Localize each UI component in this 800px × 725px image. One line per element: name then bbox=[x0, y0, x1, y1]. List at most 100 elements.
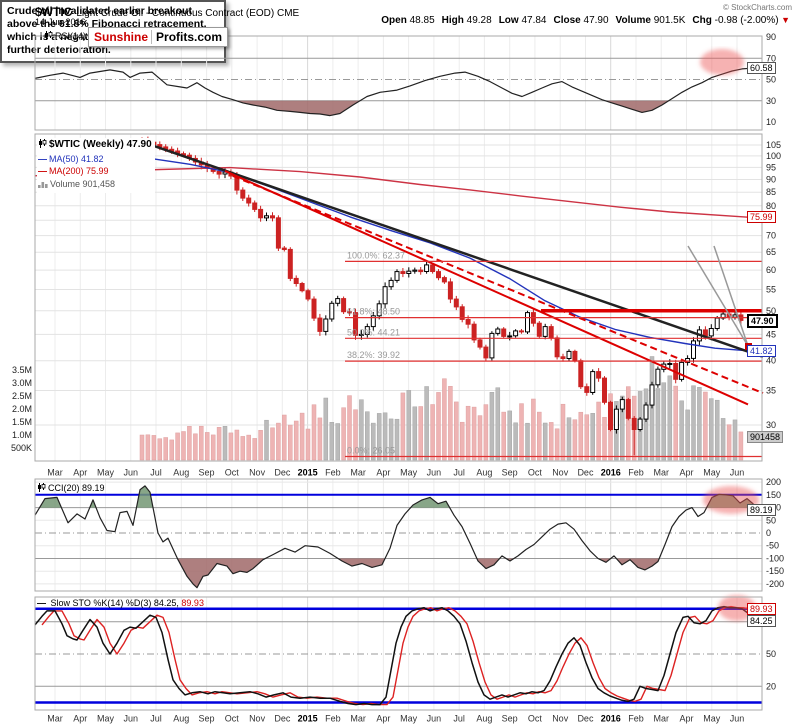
cci-overbought-fill bbox=[39, 497, 62, 508]
cci-tick: 50 bbox=[766, 515, 776, 525]
candle-body bbox=[702, 329, 708, 337]
chart-type-icon bbox=[38, 139, 47, 153]
ohlc-readout: Open 48.85 High 49.28 Low 47.84 Close 47.90… bbox=[374, 15, 790, 26]
sto-legend: — Slow STO %K(14) %D(3) 84.25, 89.93 bbox=[37, 598, 204, 608]
month-label: Dec bbox=[577, 468, 594, 478]
ohlc-label: High bbox=[441, 15, 464, 26]
volume-tick: 500K bbox=[11, 443, 32, 453]
price-tick: 70 bbox=[766, 231, 776, 241]
month-label: May bbox=[97, 468, 115, 478]
price-tick: 105 bbox=[766, 140, 781, 150]
volume-bar bbox=[643, 388, 649, 461]
month-label: Mar bbox=[653, 468, 669, 478]
volume-bar bbox=[525, 422, 530, 461]
candle-body bbox=[240, 189, 246, 199]
volume-bar bbox=[726, 424, 732, 461]
highlight-ellipse-sto bbox=[718, 595, 756, 621]
volume-bar bbox=[264, 419, 269, 461]
candle-body bbox=[252, 202, 258, 210]
candle-body bbox=[281, 247, 287, 251]
rsi-legend-label: RSI(14) 60.58 bbox=[55, 31, 112, 41]
volume-bar bbox=[584, 414, 590, 461]
month-label: Jun bbox=[730, 714, 745, 724]
candle-body bbox=[335, 298, 341, 304]
rsi-line bbox=[34, 67, 751, 117]
candle-body bbox=[436, 271, 441, 279]
volume-bar bbox=[655, 388, 661, 461]
candle-body bbox=[382, 286, 388, 305]
rsi-tick: 70 bbox=[766, 53, 776, 63]
rsi-panel-border bbox=[34, 35, 763, 131]
cci-overbought-fill bbox=[89, 499, 96, 508]
volume-bar bbox=[697, 387, 702, 461]
candle-body bbox=[608, 401, 613, 430]
volume-bar bbox=[590, 413, 595, 461]
volume-icon bbox=[38, 179, 48, 192]
candle-body bbox=[412, 269, 418, 272]
sunshine-profits-logo[interactable]: Sunshine Profits.com bbox=[88, 27, 229, 47]
ma50-line bbox=[141, 156, 749, 352]
volume-bar bbox=[620, 395, 625, 461]
month-label: Dec bbox=[274, 468, 291, 478]
month-label: Jun bbox=[427, 468, 442, 478]
month-label: May bbox=[400, 468, 418, 478]
candle-body bbox=[347, 311, 352, 314]
candle-body bbox=[477, 339, 483, 348]
volume-bar bbox=[163, 437, 168, 461]
volume-bar bbox=[193, 433, 198, 461]
annotation-pointer bbox=[713, 245, 749, 347]
price-tick: 35 bbox=[766, 386, 776, 396]
volume-bar bbox=[282, 414, 287, 461]
candle-body bbox=[655, 368, 661, 386]
sto-legend-k: Slow STO %K(14) %D(3) 84.25, bbox=[50, 598, 179, 608]
change-down-arrow[interactable]: ▼ bbox=[778, 15, 790, 25]
volume-bar bbox=[181, 431, 186, 461]
value-label-sto-d: 89.93 bbox=[747, 603, 776, 615]
volume-bar bbox=[709, 398, 714, 461]
volume-bar bbox=[258, 430, 263, 461]
candle-body bbox=[637, 418, 643, 431]
month-label: Jul bbox=[453, 714, 465, 724]
cci-oversold-fill bbox=[338, 558, 386, 568]
volume-tick: 3.0M bbox=[12, 378, 32, 388]
month-label: May bbox=[703, 714, 721, 724]
cci-tick: 150 bbox=[766, 490, 781, 500]
ohlc-value: 47.84 bbox=[518, 15, 547, 26]
volume-bar bbox=[703, 391, 708, 461]
fib-label: 50.0%: 44.21 bbox=[347, 327, 400, 337]
volume-bar bbox=[305, 428, 311, 461]
candle-body bbox=[631, 417, 637, 430]
volume-bar bbox=[406, 390, 412, 461]
volume-bar bbox=[169, 439, 174, 461]
candle-body bbox=[667, 363, 673, 365]
month-label: May bbox=[97, 714, 115, 724]
value-label-cci-last: 89.19 bbox=[747, 504, 776, 516]
month-label: Mar bbox=[350, 468, 366, 478]
volume-bar bbox=[720, 418, 726, 461]
volume-bar bbox=[204, 432, 210, 461]
price-tick: 60 bbox=[766, 265, 776, 275]
volume-bar bbox=[661, 382, 667, 461]
declining-resistance-solid bbox=[224, 169, 749, 406]
volume-bar bbox=[388, 418, 394, 461]
main-legend: $WTIC (Weekly) 47.90 — MA(50) 41.82 — MA(2… bbox=[37, 138, 155, 193]
month-label: Apr bbox=[679, 468, 693, 478]
volume-bar bbox=[542, 422, 548, 461]
candle-body bbox=[353, 312, 358, 336]
volume-bar bbox=[507, 410, 512, 461]
volume-bar bbox=[175, 432, 180, 461]
price-tick: 85 bbox=[766, 187, 776, 197]
ma50-legend: MA(50) 41.82 bbox=[49, 153, 104, 164]
month-label: Oct bbox=[528, 468, 543, 478]
sto-tick: 20 bbox=[766, 681, 776, 691]
candle-body bbox=[596, 371, 602, 379]
candle-body bbox=[691, 340, 696, 359]
ohlc-value: -0.98 (-2.00%) bbox=[711, 15, 779, 26]
copyright-link[interactable]: © StockCharts.com bbox=[722, 3, 792, 12]
candle-body bbox=[388, 279, 394, 288]
volume-bar bbox=[673, 385, 678, 461]
ma200-line bbox=[34, 166, 749, 218]
ohlc-value: 49.28 bbox=[463, 15, 492, 26]
value-label-volume: 901458 bbox=[747, 431, 784, 443]
candle-body bbox=[708, 328, 714, 337]
